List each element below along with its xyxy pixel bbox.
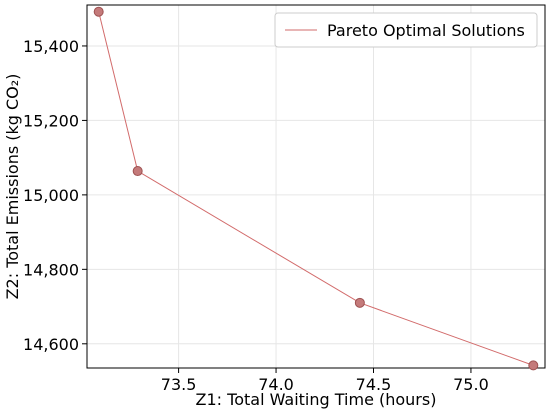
legend-box	[274, 12, 538, 48]
data-point	[132, 166, 143, 177]
legend-entry-label: Pareto Optimal Solutions	[327, 21, 525, 40]
y-tick-label: 15,400	[23, 37, 79, 56]
y-tick-label: 15,000	[23, 186, 79, 205]
y-tick-label: 15,200	[23, 111, 79, 130]
x-tick-label: 75.0	[453, 375, 489, 394]
legend: Pareto Optimal Solutions	[274, 12, 538, 48]
data-point	[93, 6, 104, 17]
x-axis-label: Z1: Total Waiting Time (hours)	[196, 390, 437, 409]
y-tick-label: 14,800	[23, 260, 79, 279]
x-tick-label: 74.5	[356, 375, 392, 394]
data-point	[354, 297, 365, 308]
x-tick-label: 74.0	[258, 375, 294, 394]
plot-area-frame	[86, 4, 546, 369]
series-line	[98, 11, 534, 366]
grid	[87, 5, 545, 368]
axis-ticks: 73.5 74.0 74.5 75.0 14,600 14,800 15,000 15,200…	[23, 37, 489, 394]
y-axis-label: Z2: Total Emissions (kg CO₂)	[3, 74, 22, 300]
x-tick-label: 73.5	[161, 375, 197, 394]
y-tick-label: 14,600	[23, 335, 79, 354]
series-layer	[93, 6, 539, 371]
data-point	[528, 360, 539, 371]
